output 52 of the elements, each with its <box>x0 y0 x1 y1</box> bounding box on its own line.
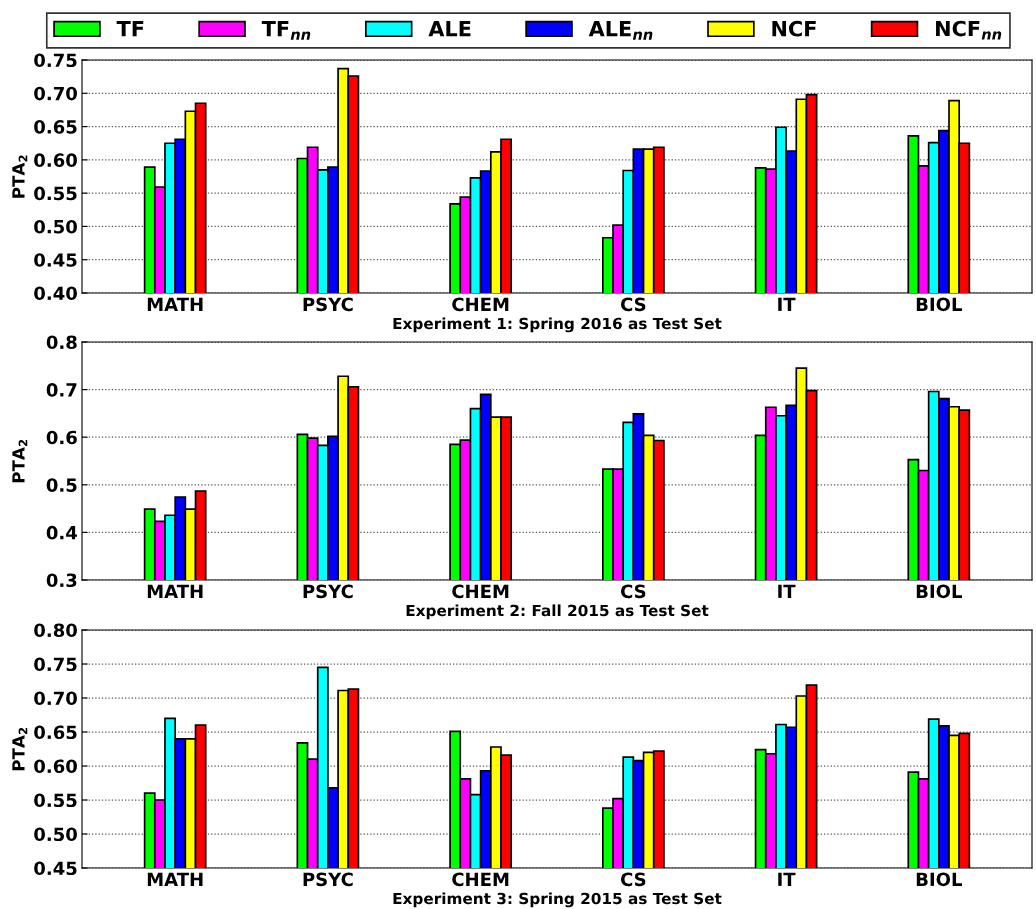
x-tick-label: BIOL <box>916 584 963 599</box>
y-tick-label: 0.70 <box>34 86 77 101</box>
y-tick-label: 0.50 <box>34 219 77 234</box>
x-tick-label: MATH <box>147 584 203 598</box>
y-tick-label: 0.80 <box>34 623 77 638</box>
y-axis-title: PTA$_{2}$ <box>12 439 28 483</box>
x-tick-label: CHEM <box>452 297 509 312</box>
y-tick-label: 0.60 <box>34 153 77 167</box>
legend-label: TF <box>116 21 144 37</box>
legend-label: ALE <box>428 21 471 37</box>
x-tick-label: BIOL <box>916 297 963 312</box>
y-tick-label: 0.7 <box>46 383 77 397</box>
y-tick-label: 0.75 <box>34 53 77 68</box>
y-tick-label: 0.45 <box>34 861 77 876</box>
y-axis-title: PTA$_{2}$ <box>12 155 28 198</box>
y-tick-label: 0.6 <box>46 430 77 445</box>
x-tick-label: MATH <box>147 872 203 886</box>
legend-label: TF$_{nn}$ <box>261 21 311 40</box>
y-tick-label: 0.40 <box>34 286 77 301</box>
x-tick-label: IT <box>778 584 796 598</box>
y-tick-label: 0.3 <box>46 573 77 588</box>
legend-label: ALE$_{nn}$ <box>588 21 653 40</box>
y-tick-label: 0.5 <box>46 478 77 492</box>
y-axis-title: PTA$_{2}$ <box>12 727 28 771</box>
y-tick-label: 0.8 <box>46 335 77 350</box>
y-tick-label: 0.65 <box>34 120 77 134</box>
x-tick-label: MATH <box>147 297 203 311</box>
x-tick-label: PSYC <box>303 297 353 312</box>
y-tick-label: 0.65 <box>34 725 77 740</box>
x-tick-label: IT <box>778 297 796 311</box>
legend-label: NCF$_{nn}$ <box>936 20 1002 40</box>
x-axis-title: Experiment 3: Spring 2015 as Test Set <box>393 892 722 908</box>
x-tick-label: PSYC <box>303 584 353 599</box>
legend-label: NCF <box>772 20 816 37</box>
x-axis-title: Experiment 2: Fall 2015 as Test Set <box>406 604 709 620</box>
y-tick-label: 0.50 <box>34 827 77 842</box>
y-tick-label: 0.75 <box>34 657 77 672</box>
y-tick-label: 0.70 <box>34 691 77 706</box>
x-tick-label: CHEM <box>452 872 509 887</box>
y-tick-label: 0.55 <box>34 793 77 808</box>
y-tick-label: 0.4 <box>46 525 77 540</box>
x-tick-label: IT <box>778 872 796 886</box>
x-tick-label: CS <box>620 297 646 312</box>
x-tick-label: BIOL <box>916 872 963 887</box>
y-tick-label: 0.55 <box>34 186 77 201</box>
x-axis-title: Experiment 1: Spring 2016 as Test Set <box>393 317 722 333</box>
x-tick-label: CS <box>620 872 646 887</box>
y-tick-label: 0.60 <box>34 759 77 774</box>
y-tick-label: 0.45 <box>34 253 77 267</box>
x-tick-label: CS <box>620 584 646 599</box>
x-tick-label: CHEM <box>452 584 509 599</box>
x-tick-label: PSYC <box>303 872 353 887</box>
